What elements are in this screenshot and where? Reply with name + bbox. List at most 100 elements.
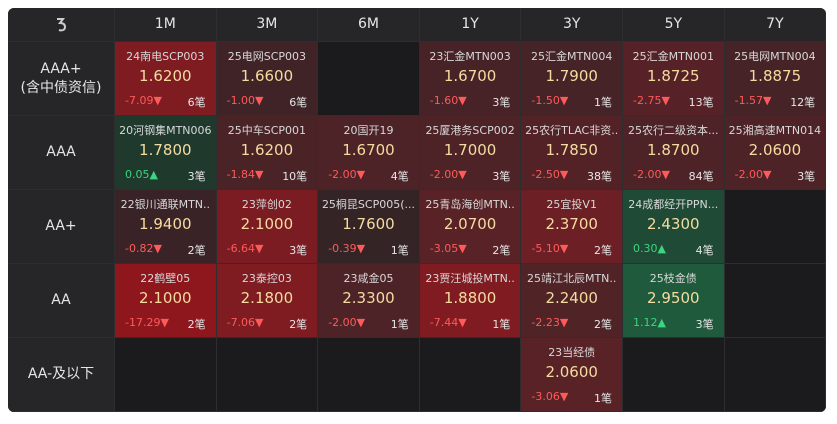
- column-header: 7Y: [724, 8, 826, 42]
- bond-name: 25汇金MTN004: [530, 50, 613, 63]
- trade-count: 1笔: [492, 318, 511, 331]
- column-header: 1Y: [419, 8, 522, 42]
- bond-cell[interactable]: 25宜投V1 2.3700 -5.10▼ 2笔: [521, 190, 623, 264]
- bond-cell[interactable]: 25桐昆SCP005(... 1.7600 -0.39▼ 1笔: [318, 190, 420, 264]
- trade-count: 1笔: [593, 392, 612, 405]
- bond-cell[interactable]: 23贾汪城投MTN.. 1.8800 -7.44▼ 1笔: [419, 264, 522, 338]
- empty-cell: [724, 264, 826, 338]
- bond-name: 23泰控03: [241, 272, 292, 285]
- bond-cell[interactable]: 23汇金MTN003 1.6700 -1.60▼ 3笔: [419, 42, 522, 116]
- trade-count: 2笔: [492, 244, 511, 257]
- yield-change: -2.00▼: [328, 316, 366, 329]
- yield-change: -7.06▼: [226, 316, 264, 329]
- bond-cell[interactable]: 24成都经开PPN... 2.4300 0.30▲ 4笔: [623, 190, 725, 264]
- trade-count: 2笔: [593, 244, 612, 257]
- yield-change: -1.57▼: [734, 94, 772, 107]
- bond-name: 23当经债: [548, 346, 596, 359]
- trade-count: 38笔: [586, 170, 612, 183]
- trade-count: 1笔: [390, 244, 409, 257]
- trade-count: 12笔: [790, 96, 816, 109]
- bond-yield: 2.1000: [240, 215, 294, 233]
- yield-change: -5.10▼: [531, 242, 569, 255]
- trade-count: 3笔: [797, 170, 816, 183]
- bond-name: 25青岛海创MTN..: [425, 198, 515, 211]
- bond-name: 25中车SCP001: [227, 124, 307, 137]
- bond-yield: 1.7000: [443, 141, 497, 159]
- column-header: 1M: [115, 8, 217, 42]
- yield-change: -1.84▼: [226, 168, 264, 181]
- trade-count: 1笔: [390, 318, 409, 331]
- bond-cell[interactable]: 23泰控03 2.1800 -7.06▼ 2笔: [216, 264, 319, 338]
- yield-change: -2.50▼: [531, 168, 569, 181]
- rating-sublabel: (含中债资信): [20, 79, 102, 96]
- column-header: 3Y: [521, 8, 623, 42]
- trade-count: 84笔: [688, 170, 714, 183]
- rating-label: AA+: [45, 218, 77, 234]
- bond-name: 25电网MTN004: [734, 50, 816, 63]
- empty-cell: [623, 338, 725, 412]
- yield-change: -7.44▼: [429, 316, 467, 329]
- bond-cell[interactable]: 22鹤壁05 2.1000 -17.29▼ 2笔: [115, 264, 217, 338]
- bond-cell[interactable]: 25靖江北辰MTN.. 2.2400 -2.23▼ 2笔: [521, 264, 623, 338]
- bond-yield: 2.1800: [240, 289, 294, 307]
- bond-cell[interactable]: 25中车SCP001 1.6200 -1.84▼ 10笔: [216, 116, 319, 190]
- bond-cell[interactable]: 23萍创02 2.1000 -6.64▼ 3笔: [216, 190, 319, 264]
- empty-cell: [318, 42, 420, 116]
- yield-change: 0.05▲: [125, 168, 158, 181]
- yield-change: 0.30▲: [633, 242, 666, 255]
- yield-change: -3.06▼: [531, 390, 569, 403]
- bond-cell[interactable]: 25汇金MTN004 1.7900 -1.50▼ 1笔: [521, 42, 623, 116]
- trade-count: 3笔: [695, 318, 714, 331]
- row-header: AA+: [8, 190, 115, 264]
- yield-change: -1.60▼: [429, 94, 467, 107]
- bond-cell[interactable]: 23当经债 2.0600 -3.06▼ 1笔: [521, 338, 623, 412]
- bond-yield: 1.7850: [545, 141, 598, 159]
- bond-yield: 1.9400: [139, 215, 192, 233]
- trade-count: 2笔: [593, 318, 612, 331]
- trade-count: 3笔: [289, 244, 308, 257]
- trade-count: 2笔: [289, 318, 308, 331]
- bond-yield: 2.0600: [748, 141, 802, 159]
- bond-cell[interactable]: 20河钢集MTN006 1.7800 0.05▲ 3笔: [115, 116, 217, 190]
- bond-cell[interactable]: 25电网MTN004 1.8875 -1.57▼ 12笔: [724, 42, 826, 116]
- bond-cell[interactable]: 23咸金05 2.3300 -2.00▼ 1笔: [318, 264, 420, 338]
- bond-yield: 2.0700: [443, 215, 497, 233]
- bond-cell[interactable]: 25青岛海创MTN.. 2.0700 -3.05▼ 2笔: [419, 190, 522, 264]
- empty-cell: [115, 338, 217, 412]
- bond-cell[interactable]: 24南电SCP003 1.6200 -7.09▼ 6笔: [115, 42, 217, 116]
- yield-change: -3.05▼: [429, 242, 467, 255]
- bond-cell[interactable]: 25农行TLAC非资.. 1.7850 -2.50▼ 38笔: [521, 116, 623, 190]
- bond-yield: 2.4300: [647, 215, 700, 233]
- bond-cell[interactable]: 25湘高速MTN014 2.0600 -2.00▼ 3笔: [724, 116, 826, 190]
- bond-cell[interactable]: 22银川通联MTN.. 1.9400 -0.82▼ 2笔: [115, 190, 217, 264]
- bond-name: 25农行TLAC非资..: [525, 124, 619, 137]
- empty-cell: [216, 338, 319, 412]
- trade-count: 3笔: [187, 170, 206, 183]
- row-header: AAA+ (含中债资信): [8, 42, 115, 116]
- bond-name: 25湘高速MTN014: [728, 124, 822, 137]
- bond-name: 23贾汪城投MTN..: [425, 272, 515, 285]
- yield-change: -1.50▼: [531, 94, 569, 107]
- bond-name: 25桐昆SCP005(...: [321, 198, 416, 211]
- bond-yield: 1.7900: [545, 67, 598, 85]
- bond-yield: 1.7600: [342, 215, 395, 233]
- yield-change: -2.00▼: [328, 168, 366, 181]
- bond-cell[interactable]: 25电网SCP003 1.6600 -1.00▼ 6笔: [216, 42, 319, 116]
- bond-name: 25枝金债: [649, 272, 697, 285]
- rating-label: AAA: [46, 144, 76, 160]
- bond-yield: 2.9500: [647, 289, 700, 307]
- bond-cell[interactable]: 25农行二级资本... 1.8700 -2.00▼ 84笔: [623, 116, 725, 190]
- bond-cell[interactable]: 25汇金MTN001 1.8725 -2.75▼ 13笔: [623, 42, 725, 116]
- trade-count: 1笔: [593, 96, 612, 109]
- bond-name: 25靖江北辰MTN..: [526, 272, 617, 285]
- yield-change: -2.00▼: [734, 168, 772, 181]
- bond-yield: 1.8700: [647, 141, 700, 159]
- trade-count: 6笔: [289, 96, 308, 109]
- bond-cell[interactable]: 25厦港务SCP002 1.7000 -2.00▼ 3笔: [419, 116, 522, 190]
- bond-cell[interactable]: 20国开19 1.6700 -2.00▼ 4笔: [318, 116, 420, 190]
- bond-cell[interactable]: 25枝金债 2.9500 1.12▲ 3笔: [623, 264, 725, 338]
- bond-name: 25电网SCP003: [227, 50, 307, 63]
- rating-label: AAA+: [40, 60, 82, 77]
- bond-yield: 1.8725: [647, 67, 700, 85]
- bond-yield: 1.6700: [342, 141, 395, 159]
